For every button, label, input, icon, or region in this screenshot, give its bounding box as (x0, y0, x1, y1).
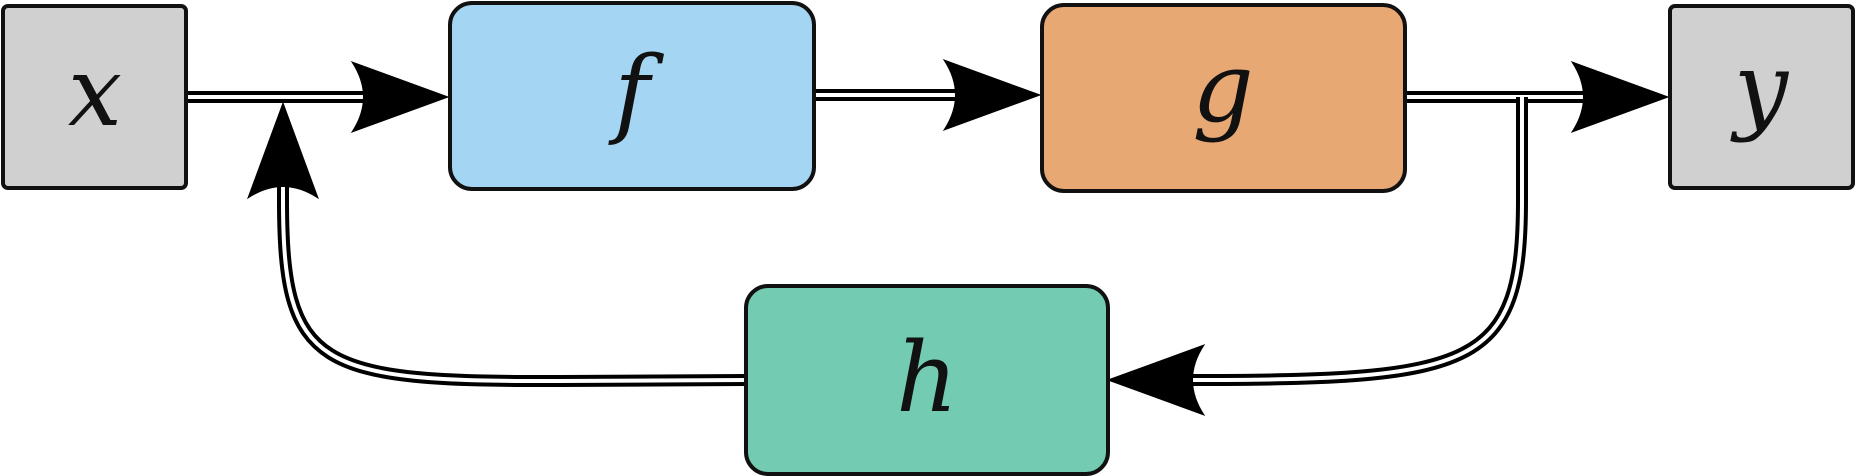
node-y: y (1668, 4, 1855, 190)
arrowhead-g-h (1106, 344, 1206, 416)
edge-g-to-h (1106, 97, 1528, 416)
node-g-label: g (1192, 32, 1253, 144)
node-g: g (1040, 3, 1407, 193)
node-h: h (744, 284, 1110, 476)
arrowhead-x-f (350, 61, 450, 133)
edge-h-to-f (247, 101, 747, 388)
node-x: x (1, 4, 188, 190)
node-x-label: x (68, 36, 122, 148)
node-h-label: h (896, 322, 958, 434)
node-x-box (1, 4, 188, 190)
arrowhead-g-y (1570, 61, 1670, 133)
arrowhead-h-f (247, 101, 319, 200)
node-g-box (1040, 3, 1407, 193)
node-y-box (1668, 4, 1855, 190)
edge-f-to-g (814, 59, 1042, 131)
edge-g-to-y (1405, 61, 1670, 133)
node-f-box (448, 1, 816, 191)
node-h-box (744, 284, 1110, 476)
node-y-label: y (1730, 32, 1790, 144)
arrowhead-f-g (942, 59, 1042, 131)
edge-x-to-f (186, 61, 450, 133)
node-f: f (448, 1, 816, 191)
